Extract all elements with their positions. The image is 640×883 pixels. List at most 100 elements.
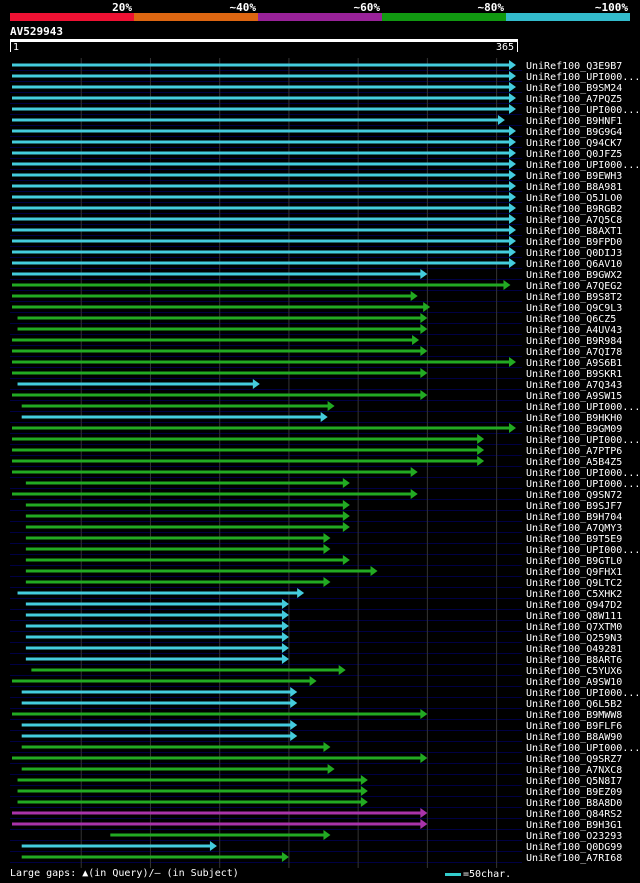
hit-arrow <box>342 555 350 565</box>
hit-label: UniRef100_A7PTP6 <box>526 446 622 457</box>
hit-label: UniRef100_O23293 <box>526 831 622 842</box>
hit-bar <box>12 239 510 243</box>
hit-bar <box>12 96 510 100</box>
hit-arrow <box>410 489 418 499</box>
hit-arrow <box>410 291 418 301</box>
query-name: AV529943 <box>10 25 63 38</box>
hit-bar <box>25 558 344 562</box>
hit-label: UniRef100_B9S8T2 <box>526 292 622 303</box>
hit-bar <box>17 800 362 804</box>
hit-arrow <box>509 93 516 103</box>
hit-bar <box>12 107 510 111</box>
legend-band-5 <box>506 13 630 21</box>
hit-label: UniRef100_C5YUX6 <box>526 666 622 677</box>
hit-bar <box>12 151 510 155</box>
hit-arrow <box>509 126 516 136</box>
hit-bar <box>12 371 422 375</box>
hit-arrow <box>509 71 516 81</box>
query-start-tick <box>10 42 11 52</box>
hit-arrow <box>420 709 428 719</box>
hit-arrow <box>309 676 317 686</box>
hit-label: UniRef100_Q9SRZ7 <box>526 754 622 765</box>
hit-arrow <box>509 181 516 191</box>
hit-label: UniRef100_A9S6B1 <box>526 358 622 369</box>
hit-arrow <box>323 830 331 840</box>
hit-label: UniRef100_B9GWX2 <box>526 270 622 281</box>
hit-label: UniRef100_Q9FHX1 <box>526 567 622 578</box>
hit-arrow <box>360 797 368 807</box>
legend-label-3: ~60% <box>353 1 381 14</box>
hit-bar <box>21 690 292 694</box>
hit-label: UniRef100_Q8W111 <box>526 611 622 622</box>
hit-label: UniRef100_UPI000... <box>526 160 640 171</box>
hit-label: UniRef100_Q6L5B2 <box>526 699 622 710</box>
hit-bar <box>12 63 510 67</box>
hit-label: UniRef100_Q9SN72 <box>526 490 622 501</box>
hit-label: UniRef100_B9RGB2 <box>526 204 622 215</box>
hit-label: UniRef100_A7NXC8 <box>526 765 622 776</box>
hit-arrow <box>290 698 298 708</box>
legend-band-3 <box>258 13 382 21</box>
hit-bar <box>12 272 422 276</box>
hit-bar <box>12 74 510 78</box>
hit-arrow <box>420 269 428 279</box>
hit-arrow <box>420 324 428 334</box>
hit-label: UniRef100_B9G9G4 <box>526 127 622 138</box>
hit-bar <box>25 635 283 639</box>
hit-bar <box>17 778 362 782</box>
hit-label: UniRef100_A7Q343 <box>526 380 622 391</box>
hit-bar <box>12 437 479 441</box>
hit-label: UniRef100_B9SM24 <box>526 83 622 94</box>
hit-label: UniRef100_Q94CK7 <box>526 138 622 149</box>
hit-arrow <box>477 434 485 444</box>
hit-label: UniRef100_B9R984 <box>526 336 622 347</box>
hit-bar <box>12 140 510 144</box>
hit-bar <box>25 536 325 540</box>
hit-arrow <box>290 720 298 730</box>
hit-bar <box>12 217 510 221</box>
hit-arrow <box>509 258 516 268</box>
hit-bar <box>21 415 322 419</box>
hit-label: UniRef100_B8ART6 <box>526 655 622 666</box>
hit-arrow <box>320 412 328 422</box>
hit-arrow <box>503 280 511 290</box>
hit-arrow <box>509 148 516 158</box>
query-bar <box>10 39 518 42</box>
hit-label: UniRef100_Q5N8I7 <box>526 776 622 787</box>
hit-arrow <box>252 379 260 389</box>
legend-label-4: ~80% <box>477 1 505 14</box>
hit-arrow <box>297 588 305 598</box>
hit-bar <box>12 679 311 683</box>
hit-label: UniRef100_A4UV43 <box>526 325 622 336</box>
hit-arrow <box>323 533 331 543</box>
hit-arrow <box>509 203 516 213</box>
hit-label: UniRef100_B8AXT1 <box>526 226 622 237</box>
hit-label: UniRef100_Q259N3 <box>526 633 622 644</box>
legend-band-4 <box>382 13 506 21</box>
hit-arrow <box>477 445 485 455</box>
hit-arrow <box>281 852 289 862</box>
hit-bar <box>21 723 292 727</box>
hit-label: UniRef100_B9HKH0 <box>526 413 622 424</box>
hit-label: UniRef100_B9FLF6 <box>526 721 622 732</box>
hit-arrow <box>420 808 428 818</box>
hit-arrow <box>323 544 331 554</box>
hit-label: UniRef100_C5XHK2 <box>526 589 622 600</box>
hit-label: UniRef100_B9MWW8 <box>526 710 622 721</box>
hit-label: UniRef100_B9H3G1 <box>526 820 622 831</box>
hit-label: UniRef100_B9T5E9 <box>526 534 622 545</box>
hit-label: UniRef100_Q7XTM0 <box>526 622 622 633</box>
hit-bar <box>17 789 362 793</box>
hit-bar <box>12 85 510 89</box>
hit-arrow <box>290 687 298 697</box>
hit-bar <box>25 613 283 617</box>
hit-bar <box>25 514 344 518</box>
hit-bar <box>12 250 510 254</box>
hit-arrow <box>281 621 289 631</box>
hit-arrow <box>509 137 516 147</box>
hit-bar <box>25 624 283 628</box>
hit-bar <box>12 294 412 298</box>
hit-arrow <box>410 467 418 477</box>
hit-arrow <box>327 401 335 411</box>
